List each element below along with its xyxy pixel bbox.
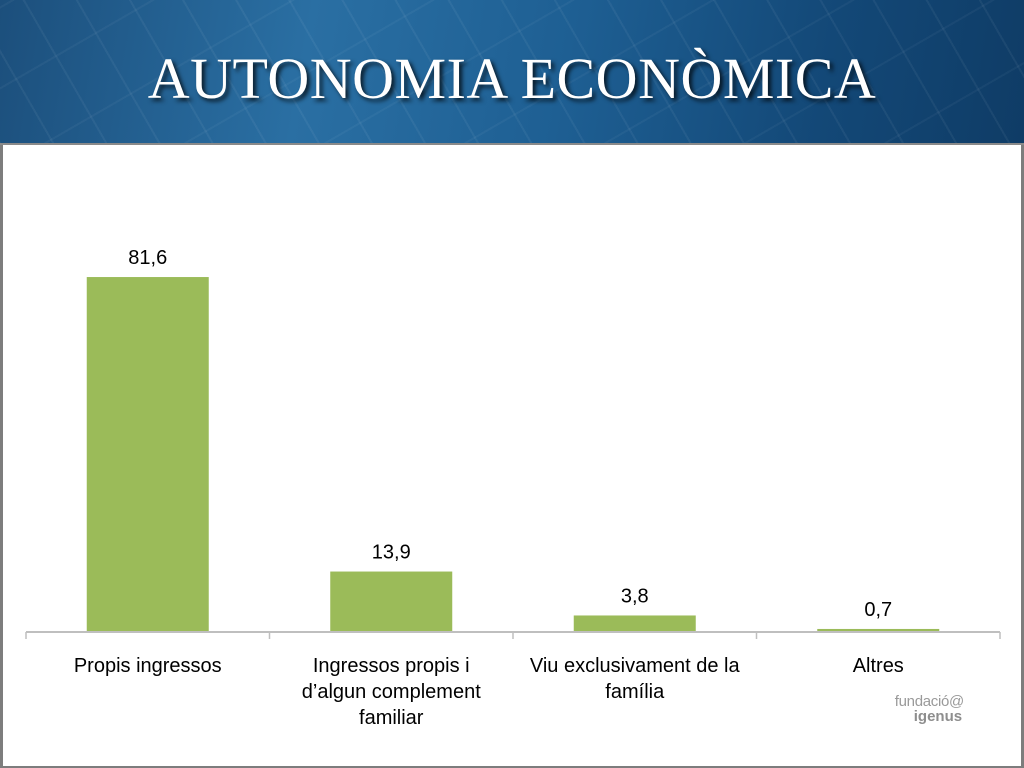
- fundacio-igenus-logo: fundació@ igenus: [894, 693, 965, 725]
- data-label-1: 81,6: [128, 247, 167, 269]
- category-label-line: familiar: [359, 707, 424, 729]
- bar-4: [817, 628, 940, 632]
- logo-line-2: igenus: [913, 708, 963, 725]
- category-label-line: Viu exclusivament de la: [530, 655, 741, 677]
- header-divider: [0, 143, 1024, 145]
- data-label-4: 0,7: [864, 599, 892, 621]
- category-label-3: Viu exclusivament de la família: [530, 655, 741, 703]
- category-label-1: Propis ingressos: [74, 655, 222, 677]
- bar-2: [330, 571, 453, 632]
- bottom-border: [0, 766, 1024, 768]
- category-label-line: família: [605, 681, 665, 703]
- category-label-line: d’algun complement: [302, 681, 481, 703]
- category-label-2: Ingressos propis i d’algun complement fami…: [302, 655, 481, 729]
- category-label-line: Altres: [853, 655, 904, 677]
- category-label-line: Ingressos propis i: [313, 655, 470, 677]
- bar-3: [573, 615, 696, 632]
- data-label-2: 13,9: [372, 542, 411, 564]
- right-border: [1021, 145, 1024, 768]
- logo-line-1: fundació@: [894, 693, 965, 710]
- slide-title: AUTONOMIA ECONÒMICA: [147, 46, 877, 111]
- category-label-line: Propis ingressos: [74, 655, 222, 677]
- bar-1: [86, 277, 209, 632]
- data-label-3: 3,8: [621, 585, 649, 607]
- category-label-4: Altres: [853, 655, 904, 677]
- title-banner: AUTONOMIA ECONÒMICA: [0, 0, 1024, 145]
- left-border: [0, 145, 3, 768]
